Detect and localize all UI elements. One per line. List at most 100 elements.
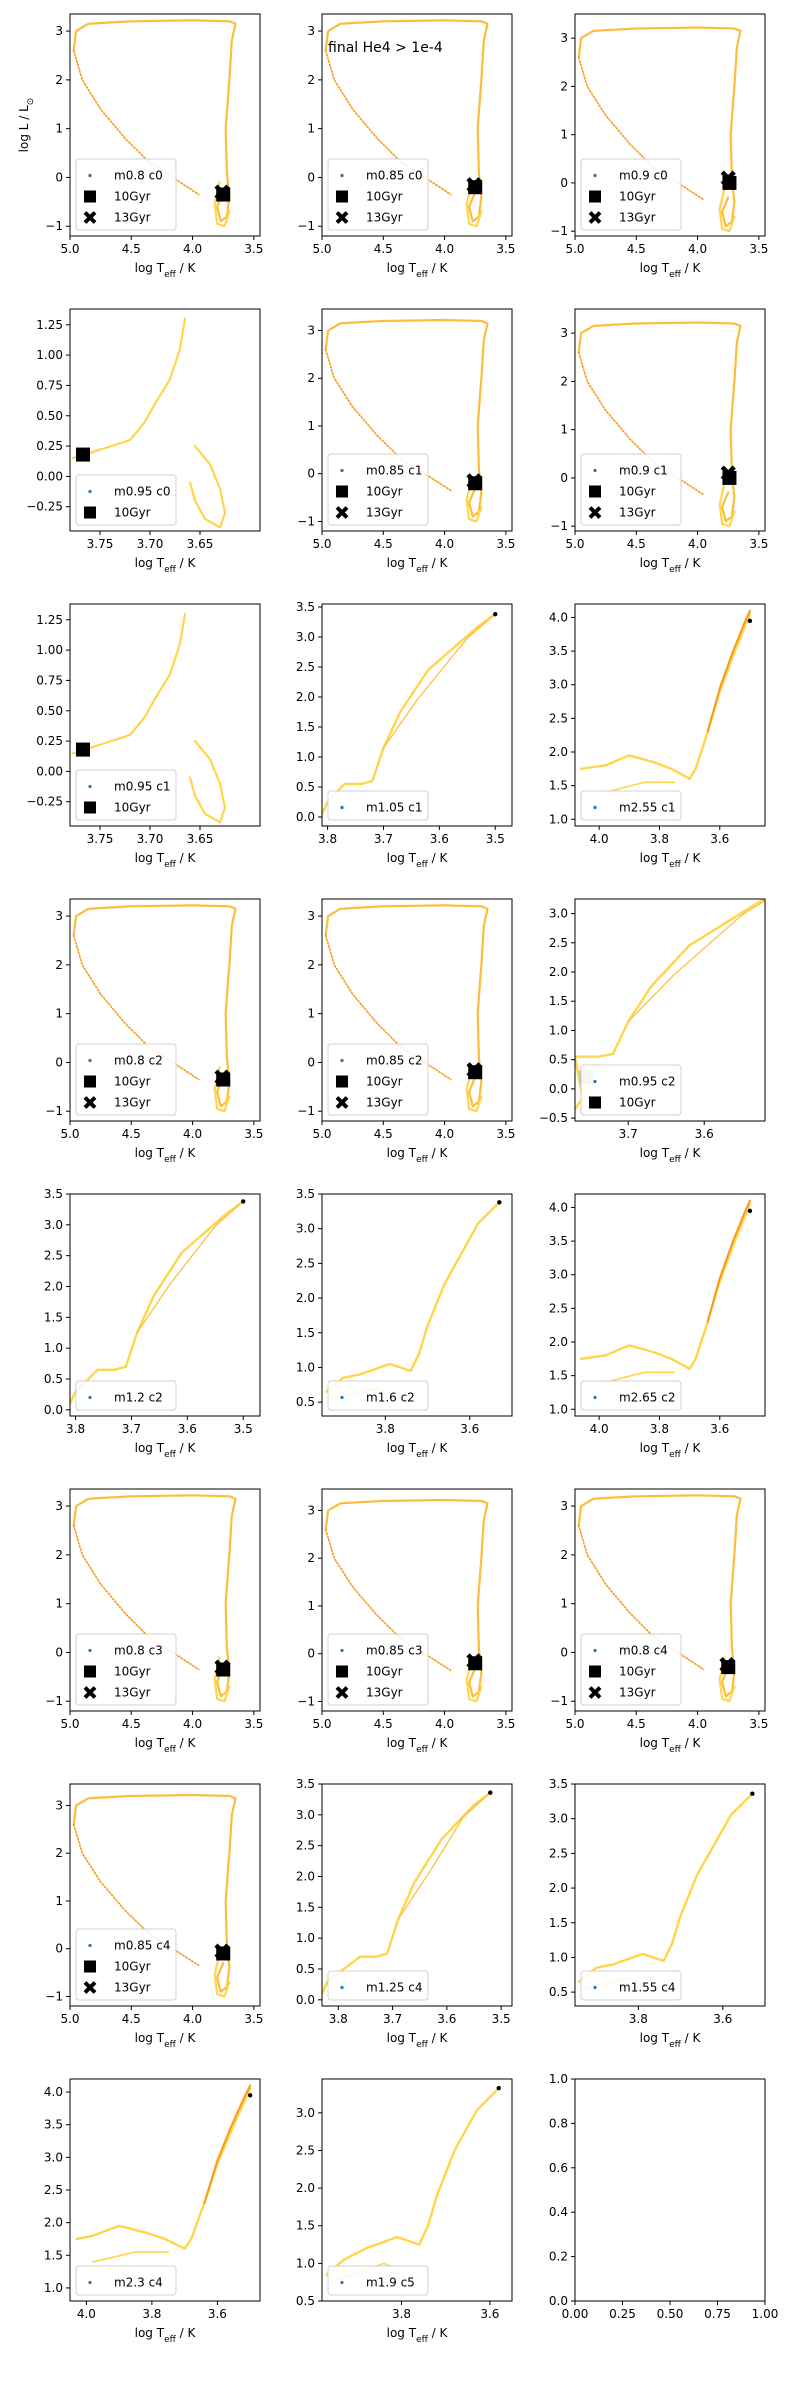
- legend-square-icon: [336, 1075, 348, 1088]
- x-tick-label: 3.6: [437, 2012, 456, 2026]
- legend-x-icon: [588, 506, 602, 519]
- subplot-2: 5.0 4.5 4.0 3.5 −1 0 1 2 3 log Teff / K final He4 …: [297, 13, 515, 280]
- evolution-track-2: [324, 49, 452, 196]
- y-tick-label: −1: [297, 1694, 315, 1708]
- track-group: [324, 1498, 489, 1703]
- y-tick-label: 3: [560, 326, 568, 340]
- y-tick-label: 2.5: [296, 2143, 315, 2157]
- x-axis-label: log Teff / K: [135, 2031, 197, 2050]
- x-tick-label: 3.8: [376, 1422, 395, 1436]
- legend-point-icon: [593, 805, 597, 810]
- legend-box: [75, 1043, 177, 1116]
- evolution-track-1: [577, 1494, 742, 1698]
- x-tick-label: 3.5: [492, 2012, 511, 2026]
- track-group: [579, 1199, 753, 1384]
- legend-box: [75, 769, 177, 821]
- y-tick-label: 2.0: [296, 1870, 315, 1884]
- legend-label: 10Gyr: [366, 485, 403, 499]
- x-tick-label: 3.5: [234, 1422, 253, 1436]
- y-tick-label: 2.5: [44, 1249, 63, 1263]
- y-tick-label: 1: [55, 1894, 63, 1908]
- legend-x-icon: [335, 1686, 349, 1699]
- legend: m1.6 c2: [327, 1380, 429, 1411]
- evolution-track-3: [213, 1952, 231, 1998]
- evolution-track-3: [604, 1371, 676, 1384]
- axes-frame: [321, 1193, 513, 1417]
- x-tick-label: 3.8: [66, 1422, 85, 1436]
- y-tick-label: 0.50: [36, 409, 63, 423]
- legend-box: [327, 1043, 429, 1116]
- track-group: [75, 2084, 253, 2263]
- legend-label: 13Gyr: [114, 1096, 151, 1110]
- x-axis-label: log Teff / K: [387, 556, 449, 575]
- x-tick-label: 5.0: [60, 1717, 79, 1731]
- y-tick-label: 2.5: [296, 660, 315, 674]
- subplot-6: 5.0 4.5 4.0 3.5 −1 0 1 2 3 log Teff / K m0.9 c1 10G…: [550, 308, 768, 575]
- legend-x-icon: [83, 211, 97, 224]
- track-group: [324, 904, 489, 1113]
- y-tick-label: 0.4: [549, 2205, 568, 2219]
- legend-box: [75, 1633, 177, 1706]
- legend-box: [75, 474, 177, 526]
- y-tick-label: 0.5: [44, 1372, 63, 1386]
- evolution-track-1: [72, 19, 237, 223]
- y-tick-label: 2: [560, 374, 568, 388]
- axes-frame: [574, 2078, 766, 2302]
- x-tick-label: 3.5: [486, 832, 505, 846]
- y-tick-label: 3.0: [44, 2150, 63, 2164]
- evolution-track-2: [627, 900, 765, 1023]
- track-group: [71, 612, 227, 824]
- y-tick-label: 0.5: [549, 1985, 568, 1999]
- legend-label: m0.85 c0: [366, 169, 422, 183]
- legend-point-icon: [340, 2280, 344, 2285]
- x-tick-label: 4.0: [688, 242, 707, 256]
- x-tick-label: 3.65: [187, 832, 214, 846]
- y-tick-label: 3.5: [549, 1777, 568, 1791]
- x-axis-label: log Teff / K: [135, 556, 197, 575]
- x-tick-label: 4.5: [374, 242, 393, 256]
- y-tick-label: 1.0: [296, 2256, 315, 2270]
- y-tick-label: 3.5: [44, 2118, 63, 2132]
- legend-point-icon: [340, 173, 344, 178]
- x-tick-label: 3.5: [244, 2012, 263, 2026]
- track-group: [72, 19, 237, 228]
- y-tick-label: 1.25: [36, 613, 63, 627]
- legend-point-icon: [88, 1943, 92, 1948]
- x-tick-label: 4.5: [374, 1717, 393, 1731]
- subplot-17: 5.0 4.5 4.0 3.5 −1 0 1 2 3 log Teff / K m0.85 c3 10…: [297, 1488, 515, 1755]
- x-axis-label: log Teff / K: [387, 851, 449, 870]
- legend-box: [75, 1928, 177, 2001]
- y-tick-label: 3.5: [549, 1234, 568, 1248]
- y-tick-label: 1.00: [36, 348, 63, 362]
- subplot-10: 5.0 4.5 4.0 3.5 −1 0 1 2 3 log Teff / K m0.8 c2 10G…: [45, 898, 263, 1165]
- legend: m1.25 c4: [327, 1970, 429, 2001]
- legend-box: [327, 2265, 429, 2296]
- x-tick-label: 3.7: [122, 1422, 141, 1436]
- y-tick-label: 2.0: [549, 1335, 568, 1349]
- evolution-track-2: [188, 740, 227, 824]
- y-tick-label: 1: [560, 128, 568, 142]
- x-tick-label: 4.0: [688, 537, 707, 551]
- y-tick-label: 0: [560, 471, 568, 485]
- track-endpoint: [747, 1208, 753, 1214]
- y-tick-label: 3.5: [549, 644, 568, 658]
- y-tick-label: 0.0: [549, 2294, 568, 2308]
- x-tick-label: 5.0: [565, 537, 584, 551]
- y-tick-label: 1.5: [296, 1900, 315, 1914]
- legend-x-icon: [335, 1096, 349, 1109]
- legend-label: 10Gyr: [366, 190, 403, 204]
- x-tick-label: 0.25: [609, 2307, 636, 2321]
- legend-label: m2.3 c4: [114, 2276, 163, 2290]
- x-tick-label: 3.6: [460, 1422, 479, 1436]
- y-tick-label: 1.5: [296, 2219, 315, 2233]
- marker-13gyr: [214, 1659, 230, 1675]
- legend-square-icon: [336, 190, 348, 203]
- legend-point-icon: [88, 784, 92, 789]
- legend-point-icon: [88, 489, 92, 494]
- x-tick-label: 3.6: [710, 832, 729, 846]
- y-tick-label: −1: [45, 219, 63, 233]
- subplot-13: 3.8 3.7 3.6 3.5 0.0 0.5 1.0 1.5 2.0 2.5 3.0 3.5 log …: [44, 1187, 261, 1460]
- y-tick-label: 0: [55, 1942, 63, 1956]
- x-tick-label: 4.0: [590, 832, 609, 846]
- y-tick-label: 2: [55, 1846, 63, 1860]
